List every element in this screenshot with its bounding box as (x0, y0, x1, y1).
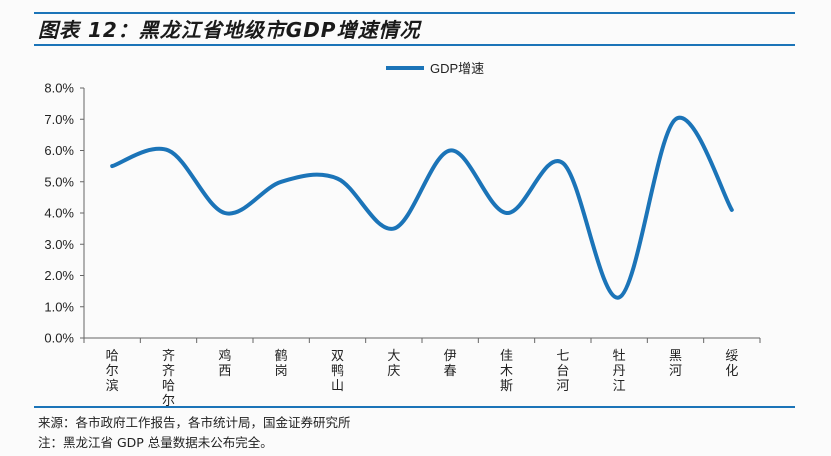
x-tick-label: 双鸭山 (331, 349, 344, 394)
y-tick-label: 1.0% (44, 299, 74, 314)
title-bottom-rule (34, 44, 795, 46)
x-tick-label: 伊春 (444, 349, 457, 379)
x-tick-label: 齐齐哈尔 (162, 348, 175, 409)
footnote: 注：黑龙江省 GDP 总量数据未公布完全。 (38, 435, 273, 450)
footer-rule (34, 406, 795, 408)
x-tick-label: 鹤岗 (275, 348, 288, 379)
x-tick-label: 绥化 (725, 349, 738, 379)
y-tick-label: 5.0% (44, 174, 74, 189)
x-tick-label: 牡丹江 (613, 349, 626, 394)
x-tick-label: 黑河 (669, 349, 682, 379)
figure-title: 图表 12：黑龙江省地级市GDP增速情况 (38, 18, 421, 42)
x-tick-label: 哈尔滨 (106, 349, 119, 394)
x-tick-label: 鸡西 (218, 348, 231, 379)
y-tick-label: 3.0% (44, 237, 74, 252)
x-tick-label: 七台河 (556, 349, 569, 394)
y-tick-label: 7.0% (44, 112, 74, 127)
series-line-gdp (110, 115, 734, 300)
x-tick-label: 大庆 (387, 349, 400, 379)
y-tick-label: 8.0% (44, 81, 74, 96)
x-axis-ticks: 哈尔滨 齐齐哈尔 鸡西 鹤岗 双鸭山 大庆 伊春 佳木斯 七台河 牡丹江 黑河 绥化 (83, 338, 761, 409)
y-tick-label: 2.0% (44, 268, 74, 283)
y-tick-label: 0.0% (44, 331, 74, 346)
y-axis-ticks: 0.0% 1.0% 2.0% 3.0% 4.0% 5.0% 6.0% 7.0% 8.0% (44, 81, 84, 346)
y-tick-label: 4.0% (44, 206, 74, 221)
x-tick-label: 佳木斯 (500, 349, 513, 394)
y-tick-label: 6.0% (44, 143, 74, 158)
legend-label-gdp: GDP增速 (430, 61, 484, 76)
legend: GDP增速 (386, 61, 484, 76)
title-top-rule (34, 12, 795, 14)
axes (83, 88, 760, 339)
source-note: 来源：各市政府工作报告，各市统计局，国金证券研究所 (38, 415, 351, 430)
